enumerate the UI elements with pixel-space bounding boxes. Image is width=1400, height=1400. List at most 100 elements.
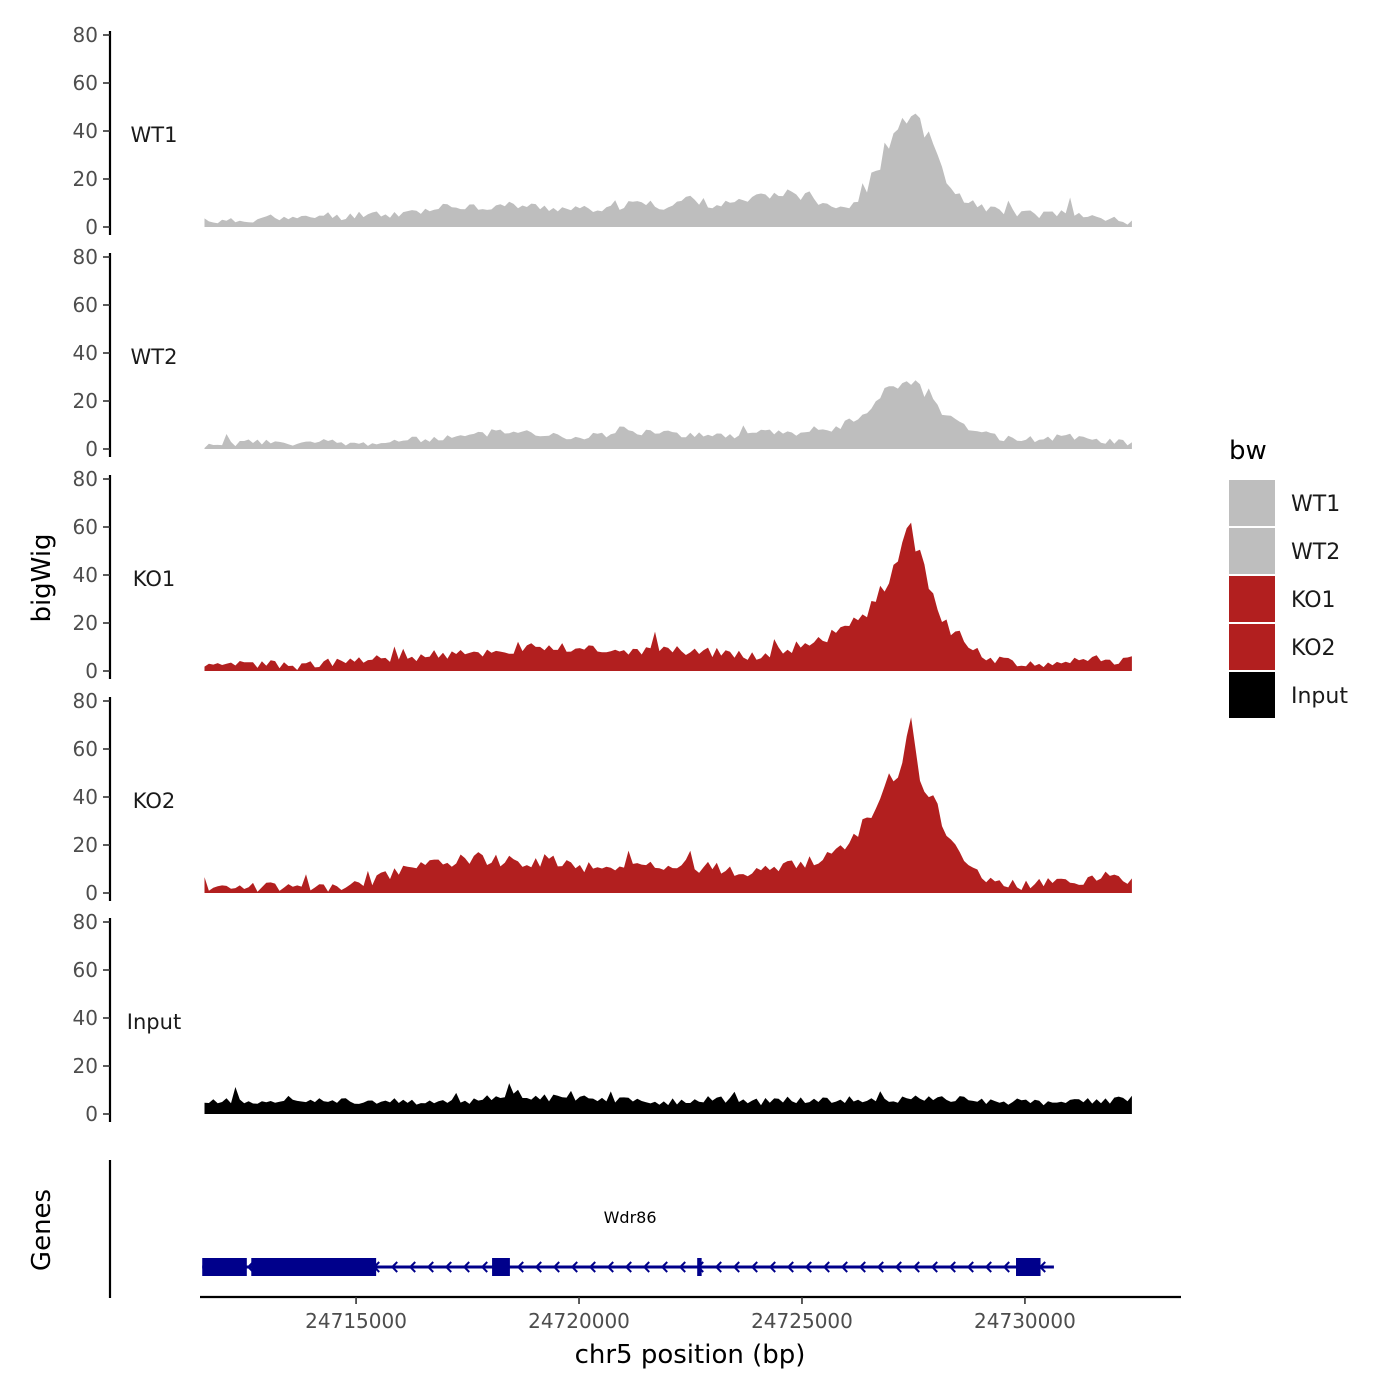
y-tick-label: 40: [73, 785, 98, 809]
legend-title: bw: [1229, 436, 1267, 466]
strand-arrow-icon: [660, 1261, 668, 1273]
strand-arrow-icon: [876, 1261, 884, 1273]
y-tick-label: 60: [73, 515, 98, 539]
gene-exon: [697, 1258, 702, 1276]
y-tick-label: 60: [73, 737, 98, 761]
strand-arrow-icon: [552, 1261, 560, 1273]
track-ko1: 0 20 40 60 80 KO1: [73, 467, 1132, 683]
y-tick-label: 40: [73, 341, 98, 365]
gene-exon: [202, 1258, 247, 1276]
strand-arrow-icon: [678, 1261, 686, 1273]
track-label: KO2: [133, 789, 176, 813]
strand-arrow-icon: [408, 1261, 416, 1273]
legend-label: WT1: [1291, 492, 1340, 517]
x-tick-label: 24725000: [751, 1309, 853, 1333]
x-tick-label: 24730000: [974, 1309, 1076, 1333]
gene-exon: [1016, 1258, 1041, 1276]
signal-area-wt2: [204, 380, 1132, 449]
strand-arrow-icon: [984, 1261, 992, 1273]
signal-area-ko1: [204, 522, 1132, 671]
strand-arrow-icon: [642, 1261, 650, 1273]
y-tick-label: 40: [73, 563, 98, 587]
signal-area-ko2: [204, 717, 1132, 893]
legend-swatch: [1229, 672, 1275, 718]
legend-label: KO2: [1291, 636, 1336, 661]
legend-label: Input: [1291, 684, 1348, 709]
track-ko2: 0 20 40 60 80 KO2: [73, 689, 1132, 905]
y-tick-label: 0: [85, 437, 98, 461]
legend-label: WT2: [1291, 540, 1340, 565]
legend-swatch: [1229, 576, 1275, 622]
genes-axis-title: Genes: [27, 1189, 57, 1271]
legend-swatch: [1229, 624, 1275, 670]
y-tick-label: 60: [73, 958, 98, 982]
legend-swatch: [1229, 480, 1275, 526]
track-label: Input: [127, 1010, 181, 1034]
strand-arrow-icon: [516, 1261, 524, 1273]
y-tick-label: 60: [73, 293, 98, 317]
y-tick-label: 0: [85, 881, 98, 905]
strand-arrow-icon: [966, 1261, 974, 1273]
track-wt1: 0 20 40 60 80 WT1: [73, 23, 1132, 239]
x-tick-label: 24720000: [528, 1309, 630, 1333]
y-tick-label: 20: [73, 167, 98, 191]
strand-arrow-icon: [714, 1261, 722, 1273]
strand-arrow-icon: [480, 1261, 488, 1273]
track-label: WT1: [131, 123, 178, 147]
y-tick-label: 60: [73, 71, 98, 95]
strand-arrow-icon: [390, 1261, 398, 1273]
strand-arrow-icon: [858, 1261, 866, 1273]
y-tick-label: 20: [73, 389, 98, 413]
gene-exon: [492, 1258, 510, 1276]
track-input: 0 20 40 60 80 Input: [73, 910, 1132, 1126]
strand-arrow-icon: [588, 1261, 596, 1273]
track-label: WT2: [131, 345, 178, 369]
y-tick-label: 80: [73, 245, 98, 269]
gene-track: Wdr86: [108, 1160, 1054, 1298]
y-tick-label: 20: [73, 611, 98, 635]
strand-arrow-icon: [570, 1261, 578, 1273]
strand-arrow-icon: [930, 1261, 938, 1273]
x-axis: 24715000 24720000 24725000 24730000: [200, 1295, 1181, 1333]
y-tick-label: 40: [73, 1006, 98, 1030]
y-tick-label: 0: [85, 1102, 98, 1126]
strand-arrow-icon: [750, 1261, 758, 1273]
strand-arrow-icon: [624, 1261, 632, 1273]
strand-arrow-icon: [1002, 1261, 1010, 1273]
y-tick-label: 0: [85, 215, 98, 239]
strand-arrow-icon: [894, 1261, 902, 1273]
strand-arrow-icon: [462, 1261, 470, 1273]
strand-arrow-icon: [732, 1261, 740, 1273]
strand-arrow-icon: [534, 1261, 542, 1273]
y-tick-label: 80: [73, 23, 98, 47]
y-tick-label: 80: [73, 689, 98, 713]
gene-name-label: Wdr86: [604, 1208, 657, 1227]
x-axis-title: chr5 position (bp): [575, 1340, 806, 1370]
track-wt2: 0 20 40 60 80 WT2: [73, 245, 1132, 461]
strand-arrow-icon: [426, 1261, 434, 1273]
strand-arrow-icon: [606, 1261, 614, 1273]
tracks-layer: 0 20 40 60 80 WT1 0 20 40 60 80 WT2 0 20 40 60 80 KO1 0 20 4…: [73, 23, 1132, 1126]
strand-arrow-icon: [912, 1261, 920, 1273]
strand-arrow-icon: [804, 1261, 812, 1273]
y-tick-label: 80: [73, 910, 98, 934]
signal-area-input: [204, 1083, 1132, 1114]
strand-arrow-icon: [444, 1261, 452, 1273]
track-label: KO1: [133, 567, 176, 591]
strand-arrow-icon: [822, 1261, 830, 1273]
signal-area-wt1: [204, 113, 1132, 227]
strand-arrow-icon: [768, 1261, 776, 1273]
legend-swatch: [1229, 528, 1275, 574]
y-tick-label: 20: [73, 1054, 98, 1078]
strand-arrow-icon: [840, 1261, 848, 1273]
y-tick-label: 80: [73, 467, 98, 491]
gene-exon: [251, 1258, 377, 1276]
legend: WT1 WT2 KO1 KO2 Input: [1229, 480, 1348, 718]
y-tick-label: 40: [73, 119, 98, 143]
y-tick-label: 20: [73, 833, 98, 857]
y-tick-label: 0: [85, 659, 98, 683]
y-axis-title: bigWig: [27, 533, 57, 622]
strand-arrow-icon: [786, 1261, 794, 1273]
x-tick-label: 24715000: [305, 1309, 407, 1333]
